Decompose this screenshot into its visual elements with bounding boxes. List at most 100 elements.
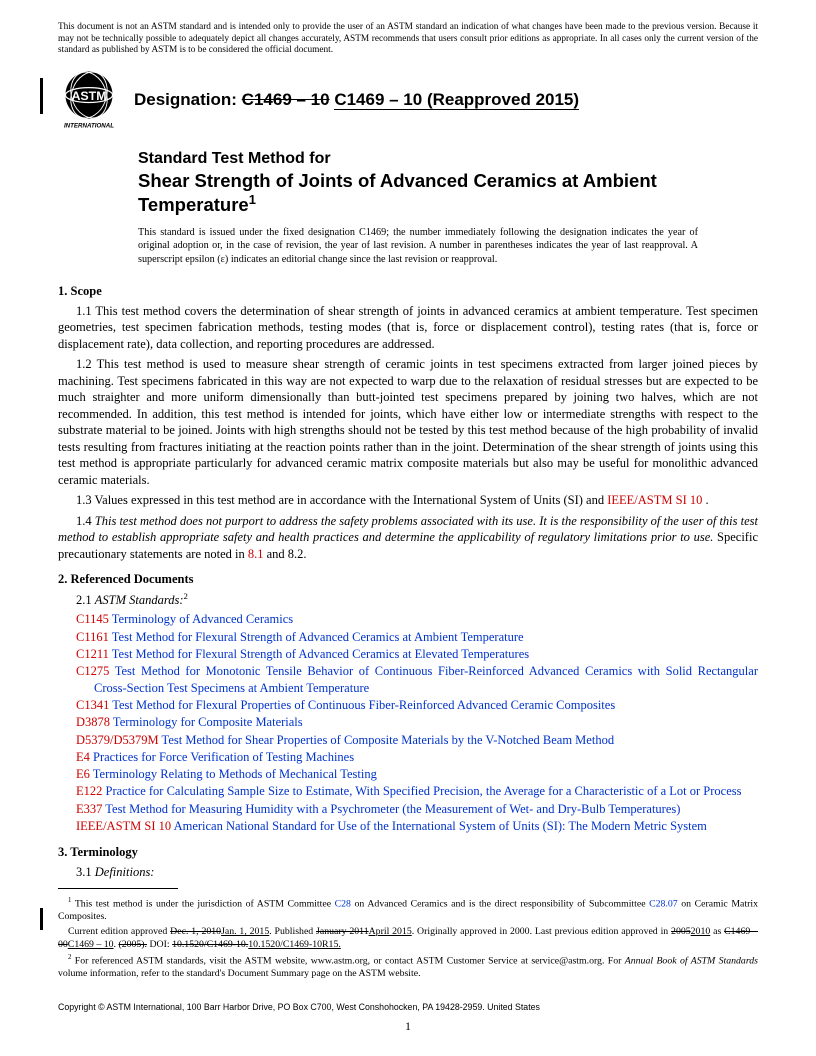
ref-item: C1145 Terminology of Advanced Ceramics bbox=[58, 611, 758, 628]
designation-old: C1469 – 10 bbox=[242, 90, 330, 109]
scope-1-4: 1.4 This test method does not purport to… bbox=[58, 513, 758, 563]
ref-code-link[interactable]: E4 bbox=[76, 750, 90, 764]
copyright: Copyright © ASTM International, 100 Barr… bbox=[58, 1002, 540, 1012]
fn2-f: DOI: bbox=[147, 939, 172, 950]
scope-1-4-a: 1.4 bbox=[76, 514, 95, 528]
scope-1-2: 1.2 This test method is used to measure … bbox=[58, 356, 758, 488]
change-bar bbox=[40, 908, 43, 930]
ref-item: E337 Test Method for Measuring Humidity … bbox=[58, 801, 758, 818]
top-disclaimer: This document is not an ASTM standard an… bbox=[58, 22, 758, 57]
title-main: Shear Strength of Joints of Advanced Cer… bbox=[138, 169, 758, 216]
scope-1-1: 1.1 This test method covers the determin… bbox=[58, 303, 758, 353]
ref-item: C1211 Test Method for Flexural Strength … bbox=[58, 646, 758, 663]
astm-logo: ASTM INTERNATIONAL bbox=[58, 69, 120, 131]
title-sup: 1 bbox=[249, 192, 256, 207]
fn2-u5: 10.1520/C1469-10R15. bbox=[248, 939, 341, 950]
fn2-a: Current edition approved bbox=[68, 926, 170, 937]
ref-item: IEEE/ASTM SI 10 American National Standa… bbox=[58, 818, 758, 835]
ref-code-link[interactable]: C1211 bbox=[76, 647, 109, 661]
footnote-1: 1 This test method is under the jurisdic… bbox=[58, 897, 758, 924]
footnotes: 1 This test method is under the jurisdic… bbox=[58, 897, 758, 980]
ref-title-link[interactable]: Test Method for Monotonic Tensile Behavi… bbox=[94, 664, 758, 695]
term-heading: 3. Terminology bbox=[58, 845, 758, 860]
fn2-s1: Dec. 1, 2010 bbox=[170, 926, 221, 937]
ref-item: C1341 Test Method for Flexural Propertie… bbox=[58, 697, 758, 714]
ref-item: E4 Practices for Force Verification of T… bbox=[58, 749, 758, 766]
ref-code-link[interactable]: E122 bbox=[76, 784, 102, 798]
ref-list: C1145 Terminology of Advanced CeramicsC1… bbox=[58, 611, 758, 834]
scope-1-3: 1.3 Values expressed in this test method… bbox=[58, 492, 758, 509]
ref-title-link[interactable]: Test Method for Flexural Properties of C… bbox=[109, 698, 615, 712]
section-8-1-link[interactable]: 8.1 bbox=[248, 547, 264, 561]
ref-title-link[interactable]: Terminology of Advanced Ceramics bbox=[109, 612, 293, 626]
term-sub-num: 3.1 bbox=[76, 865, 95, 879]
fn2-c: . Originally approved in 2000. Last prev… bbox=[412, 926, 671, 937]
scope-1-4-c: and 8.2. bbox=[263, 547, 306, 561]
fn2-u4: C1469 – 10 bbox=[68, 939, 114, 950]
ref-code-link[interactable]: E6 bbox=[76, 767, 90, 781]
fn2-d: as bbox=[710, 926, 724, 937]
svg-text:INTERNATIONAL: INTERNATIONAL bbox=[64, 122, 114, 129]
ref-title-link[interactable]: Terminology Relating to Methods of Mecha… bbox=[90, 767, 377, 781]
ref-item: D3878 Terminology for Composite Material… bbox=[58, 714, 758, 731]
term-sub: 3.1 Definitions: bbox=[58, 864, 758, 881]
fn3-b: volume information, refer to the standar… bbox=[58, 968, 421, 979]
ref-code-link[interactable]: IEEE/ASTM SI 10 bbox=[76, 819, 171, 833]
refs-sub-num: 2.1 bbox=[76, 594, 95, 608]
fn3-a: For referenced ASTM standards, visit the… bbox=[71, 955, 624, 966]
scope-1-4-italic: This test method does not purport to add… bbox=[58, 514, 758, 545]
refs-heading: 2. Referenced Documents bbox=[58, 572, 758, 587]
change-bar bbox=[40, 78, 43, 114]
refs-sub-italic: ASTM Standards: bbox=[95, 594, 184, 608]
committee-c28-link[interactable]: C28 bbox=[335, 899, 351, 910]
fn2-s2: January 2011 bbox=[316, 926, 369, 937]
ref-title-link[interactable]: Practices for Force Verification of Test… bbox=[90, 750, 354, 764]
refs-sub: 2.1 ASTM Standards:2 bbox=[58, 591, 758, 609]
ref-code-link[interactable]: C1145 bbox=[76, 612, 109, 626]
ref-title-link[interactable]: Test Method for Flexural Strength of Adv… bbox=[109, 647, 529, 661]
fn2-b: . Published bbox=[269, 926, 316, 937]
ref-title-link[interactable]: American National Standard for Use of th… bbox=[171, 819, 707, 833]
title-block: Standard Test Method for Shear Strength … bbox=[138, 149, 758, 216]
fn2-u3: 2010 bbox=[691, 926, 711, 937]
ref-title-link[interactable]: Test Method for Shear Properties of Comp… bbox=[159, 733, 614, 747]
refs-sup: 2 bbox=[184, 591, 188, 601]
scope-1-3-b: . bbox=[702, 493, 708, 507]
fn2-s5: (2005). bbox=[118, 939, 147, 950]
fn2-s6: 10.1520/C1469-10. bbox=[172, 939, 248, 950]
footnote-rule bbox=[58, 888, 178, 889]
ref-code-link[interactable]: E337 bbox=[76, 802, 102, 816]
ref-item: D5379/D5379M Test Method for Shear Prope… bbox=[58, 732, 758, 749]
ref-code-link[interactable]: C1341 bbox=[76, 698, 109, 712]
designation: Designation: C1469 – 10 C1469 – 10 (Reap… bbox=[134, 90, 579, 110]
ref-title-link[interactable]: Terminology for Composite Materials bbox=[110, 715, 303, 729]
scope-heading: 1. Scope bbox=[58, 284, 758, 299]
ref-code-link[interactable]: D3878 bbox=[76, 715, 110, 729]
ref-item: C1275 Test Method for Monotonic Tensile … bbox=[58, 663, 758, 697]
ref-code-link[interactable]: D5379/D5379M bbox=[76, 733, 159, 747]
subcommittee-c2807-link[interactable]: C28.07 bbox=[649, 899, 678, 910]
svg-text:ASTM: ASTM bbox=[71, 89, 106, 103]
ref-title-link[interactable]: Test Method for Flexural Strength of Adv… bbox=[109, 630, 524, 644]
ref-title-link[interactable]: Practice for Calculating Sample Size to … bbox=[102, 784, 741, 798]
title-main-text: Shear Strength of Joints of Advanced Cer… bbox=[138, 170, 657, 215]
scope-1-3-a: 1.3 Values expressed in this test method… bbox=[76, 493, 607, 507]
fn3-i: Annual Book of ASTM Standards bbox=[625, 955, 758, 966]
designation-new: C1469 – 10 (Reapproved 2015) bbox=[334, 90, 579, 110]
ieee-si10-link[interactable]: IEEE/ASTM SI 10 bbox=[607, 493, 702, 507]
ref-code-link[interactable]: C1275 bbox=[76, 664, 109, 678]
ref-item: E6 Terminology Relating to Methods of Me… bbox=[58, 766, 758, 783]
fn1-b: on Advanced Ceramics and is the direct r… bbox=[351, 899, 649, 910]
ref-item: C1161 Test Method for Flexural Strength … bbox=[58, 629, 758, 646]
ref-item: E122 Practice for Calculating Sample Siz… bbox=[58, 783, 758, 800]
ref-code-link[interactable]: C1161 bbox=[76, 630, 109, 644]
page-number: 1 bbox=[0, 1019, 816, 1034]
designation-label: Designation: bbox=[134, 90, 242, 109]
title-super: Standard Test Method for bbox=[138, 149, 758, 169]
footnote-2: 2 For referenced ASTM standards, visit t… bbox=[58, 954, 758, 981]
issuance-note: This standard is issued under the fixed … bbox=[138, 226, 698, 266]
page: This document is not an ASTM standard an… bbox=[0, 0, 816, 1056]
fn2-u2: April 2015 bbox=[369, 926, 412, 937]
fn2-u1: Jan. 1, 2015 bbox=[221, 926, 269, 937]
ref-title-link[interactable]: Test Method for Measuring Humidity with … bbox=[102, 802, 680, 816]
